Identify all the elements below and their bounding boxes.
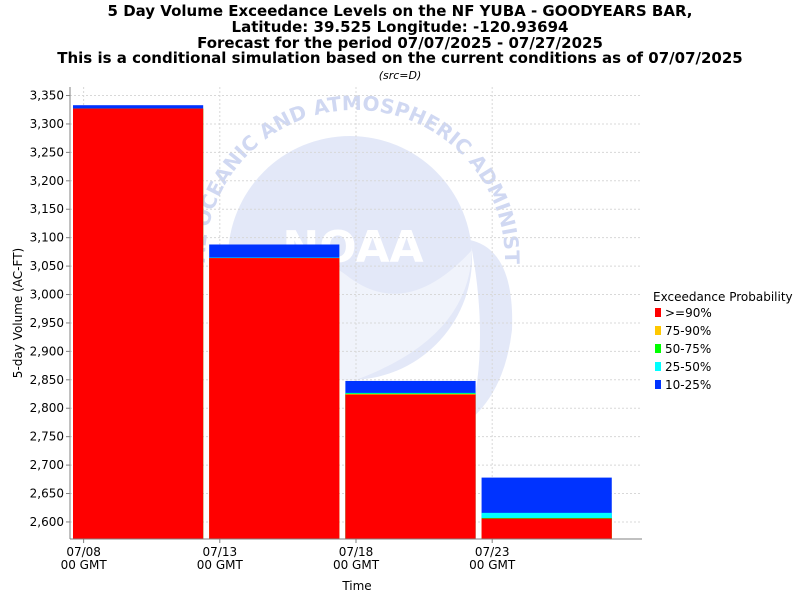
y-tick-label: 3,350 [30, 89, 64, 103]
x-tick-label-time: 00 GMT [197, 558, 244, 572]
x-axis-title: Time [341, 579, 371, 593]
x-tick-label-date: 07/23 [475, 545, 510, 559]
y-tick-label: 2,650 [30, 487, 64, 501]
legend-items: >=90% 75-90% 50-75% 25-50% 10-25% [655, 306, 712, 392]
y-tick-label: 2,700 [30, 458, 64, 472]
y-tick-label: 2,950 [30, 316, 64, 330]
bar-segment [345, 394, 476, 539]
y-tick-label: 3,050 [30, 259, 64, 273]
legend-label: >=90% [665, 306, 712, 320]
chart-title-line-3: Forecast for the period 07/07/2025 - 07/… [197, 34, 603, 52]
legend-swatch [655, 344, 661, 353]
legend-label: 10-25% [665, 378, 711, 392]
y-tick-label: 2,600 [30, 515, 64, 529]
legend-item: 75-90% [655, 324, 711, 338]
y-tick-label: 2,800 [30, 401, 64, 415]
bar-group [209, 244, 340, 539]
y-tick-label: 3,300 [30, 117, 64, 131]
legend-label: 50-75% [665, 342, 711, 356]
chart-titles: 5 Day Volume Exceedance Levels on the NF… [57, 2, 743, 82]
legend-title: Exceedance Probability [653, 290, 793, 304]
y-axis-ticks: 2,600 2,650 2,700 2,750 2,800 2,850 2,900 2,950… [30, 89, 70, 529]
legend-item: 50-75% [655, 342, 711, 356]
y-tick-label: 3,100 [30, 231, 64, 245]
y-tick-label: 3,150 [30, 202, 64, 216]
bar-segment [73, 108, 204, 539]
legend: Exceedance Probability >=90% 75-90% 50-75%… [653, 290, 793, 392]
legend-swatch [655, 308, 661, 317]
x-tick-label-date: 07/08 [66, 545, 101, 559]
legend-swatch [655, 326, 661, 335]
legend-swatch [655, 362, 661, 371]
legend-swatch [655, 380, 661, 389]
chart-title-line-4: This is a conditional simulation based o… [57, 49, 743, 67]
x-tick-label-time: 00 GMT [469, 558, 516, 572]
legend-label: 25-50% [665, 360, 711, 374]
watermark-wing-shape [470, 240, 513, 420]
bar-segment [481, 518, 612, 539]
bar-segment [209, 258, 340, 539]
legend-item: 10-25% [655, 378, 711, 392]
x-tick-label-date: 07/13 [203, 545, 238, 559]
chart-subtitle: (src=D) [379, 69, 422, 82]
y-tick-label: 2,900 [30, 344, 64, 358]
y-tick-label: 3,250 [30, 145, 64, 159]
y-tick-label: 3,200 [30, 174, 64, 188]
bar-group [481, 477, 612, 539]
bar-group [73, 105, 204, 539]
legend-label: 75-90% [665, 324, 711, 338]
x-tick-label-date: 07/18 [339, 545, 374, 559]
bars [73, 105, 612, 539]
y-tick-label: 2,750 [30, 430, 64, 444]
y-axis-title: 5-day Volume (AC-FT) [11, 248, 25, 378]
x-tick-label-time: 00 GMT [61, 558, 108, 572]
bar-group [345, 380, 476, 539]
chart-title-line-1: 5 Day Volume Exceedance Levels on the NF… [108, 2, 693, 20]
chart-title-line-2: Latitude: 39.525 Longitude: -120.93694 [232, 18, 569, 36]
legend-item: 25-50% [655, 360, 711, 374]
y-tick-label: 2,850 [30, 373, 64, 387]
x-tick-label-time: 00 GMT [333, 558, 380, 572]
legend-item: >=90% [655, 306, 712, 320]
y-tick-label: 3,000 [30, 288, 64, 302]
